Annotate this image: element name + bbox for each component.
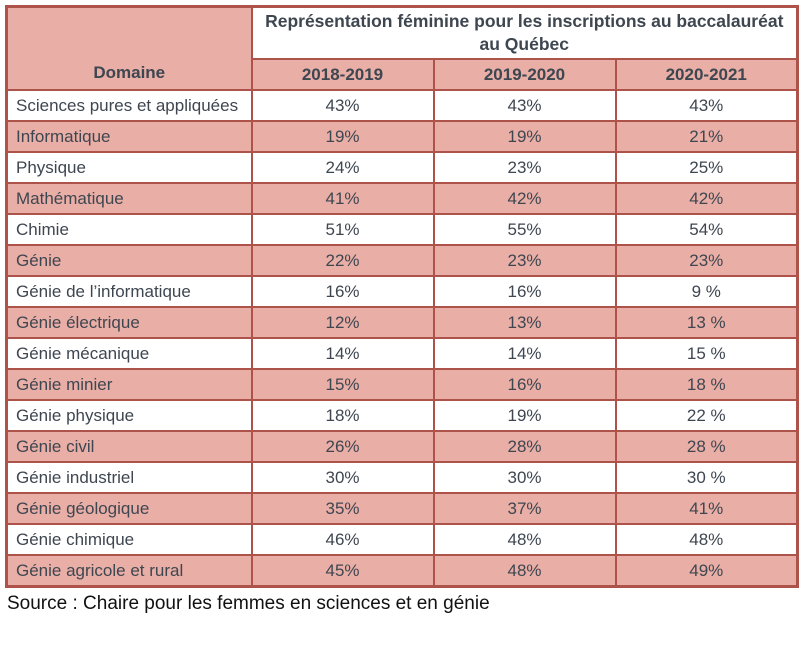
value-cell: 55% [432,213,617,246]
table-row: Génie chimique 46% 48% 48% [5,523,799,556]
value-cell: 43% [614,89,799,122]
value-cell: 28% [432,430,617,463]
domain-cell: Génie électrique [5,306,253,339]
table-row: Sciences pures et appliquées 43% 43% 43% [5,89,799,122]
table-title: Représentation féminine pour les inscrip… [250,5,799,60]
domain-cell: Génie physique [5,399,253,432]
domain-cell: Génie mécanique [5,337,253,370]
domain-cell: Génie chimique [5,523,253,556]
domain-cell: Mathématique [5,182,253,215]
domain-cell: Génie minier [5,368,253,401]
document-page: Domaine Représentation féminine pour les… [5,5,800,614]
value-cell: 21% [614,120,799,153]
value-cell: 43% [250,89,435,122]
value-cell: 48% [432,523,617,556]
value-cell: 42% [432,182,617,215]
table-row: Génie électrique 12% 13% 13 % [5,306,799,339]
column-header-year-0: 2018-2019 [250,58,435,91]
value-cell: 23% [432,244,617,277]
value-cell: 18% [250,399,435,432]
table-row: Génie minier 15% 16% 18 % [5,368,799,401]
value-cell: 30% [250,461,435,494]
value-cell: 16% [432,275,617,308]
value-cell: 35% [250,492,435,525]
value-cell: 16% [250,275,435,308]
value-cell: 14% [250,337,435,370]
value-cell: 9 % [614,275,799,308]
table-row: Génie 22% 23% 23% [5,244,799,277]
column-header-year-2: 2020-2021 [614,58,799,91]
value-cell: 18 % [614,368,799,401]
value-cell: 22 % [614,399,799,432]
value-cell: 43% [432,89,617,122]
table-row: Génie industriel 30% 30% 30 % [5,461,799,494]
value-cell: 48% [432,554,617,588]
value-cell: 22% [250,244,435,277]
value-cell: 28 % [614,430,799,463]
table-row: Génie civil 26% 28% 28 % [5,430,799,463]
value-cell: 15 % [614,337,799,370]
value-cell: 12% [250,306,435,339]
domain-cell: Génie de l’informatique [5,275,253,308]
table-row: Génie physique 18% 19% 22 % [5,399,799,432]
value-cell: 37% [432,492,617,525]
table-row: Chimie 51% 55% 54% [5,213,799,246]
value-cell: 41% [614,492,799,525]
table-row: Génie agricole et rural 45% 48% 49% [5,554,799,588]
domain-cell: Génie géologique [5,492,253,525]
value-cell: 15% [250,368,435,401]
domain-cell: Génie civil [5,430,253,463]
table-row: Mathématique 41% 42% 42% [5,182,799,215]
value-cell: 30 % [614,461,799,494]
value-cell: 41% [250,182,435,215]
domain-cell: Chimie [5,213,253,246]
value-cell: 54% [614,213,799,246]
domain-cell: Informatique [5,120,253,153]
header-row-title: Domaine Représentation féminine pour les… [5,5,799,91]
value-cell: 24% [250,151,435,184]
table-body: Sciences pures et appliquées 43% 43% 43% Inf… [5,89,799,588]
value-cell: 23% [614,244,799,277]
value-cell: 25% [614,151,799,184]
value-cell: 45% [250,554,435,588]
value-cell: 46% [250,523,435,556]
value-cell: 14% [432,337,617,370]
value-cell: 19% [432,399,617,432]
table-row: Physique 24% 23% 25% [5,151,799,184]
value-cell: 19% [250,120,435,153]
table-header: Domaine Représentation féminine pour les… [5,5,799,91]
domain-cell: Génie industriel [5,461,253,494]
value-cell: 48% [614,523,799,556]
value-cell: 26% [250,430,435,463]
value-cell: 30% [432,461,617,494]
value-cell: 49% [614,554,799,588]
female-representation-table: Domaine Représentation féminine pour les… [5,5,800,588]
domain-cell: Génie [5,244,253,277]
table-row: Informatique 19% 19% 21% [5,120,799,153]
domain-cell: Sciences pures et appliquées [5,89,253,122]
column-header-domain: Domaine [5,5,253,91]
domain-cell: Génie agricole et rural [5,554,253,588]
value-cell: 16% [432,368,617,401]
value-cell: 19% [432,120,617,153]
source-caption: Source : Chaire pour les femmes en scien… [7,593,490,614]
value-cell: 13% [432,306,617,339]
column-header-year-1: 2019-2020 [432,58,617,91]
table-row: Génie géologique 35% 37% 41% [5,492,799,525]
value-cell: 42% [614,182,799,215]
header-row-years: 2018-2019 2019-2020 2020-2021 [7,58,799,91]
table-row: Génie de l’informatique 16% 16% 9 % [5,275,799,308]
domain-cell: Physique [5,151,253,184]
value-cell: 23% [432,151,617,184]
value-cell: 51% [250,213,435,246]
table-row: Génie mécanique 14% 14% 15 % [5,337,799,370]
value-cell: 13 % [614,306,799,339]
